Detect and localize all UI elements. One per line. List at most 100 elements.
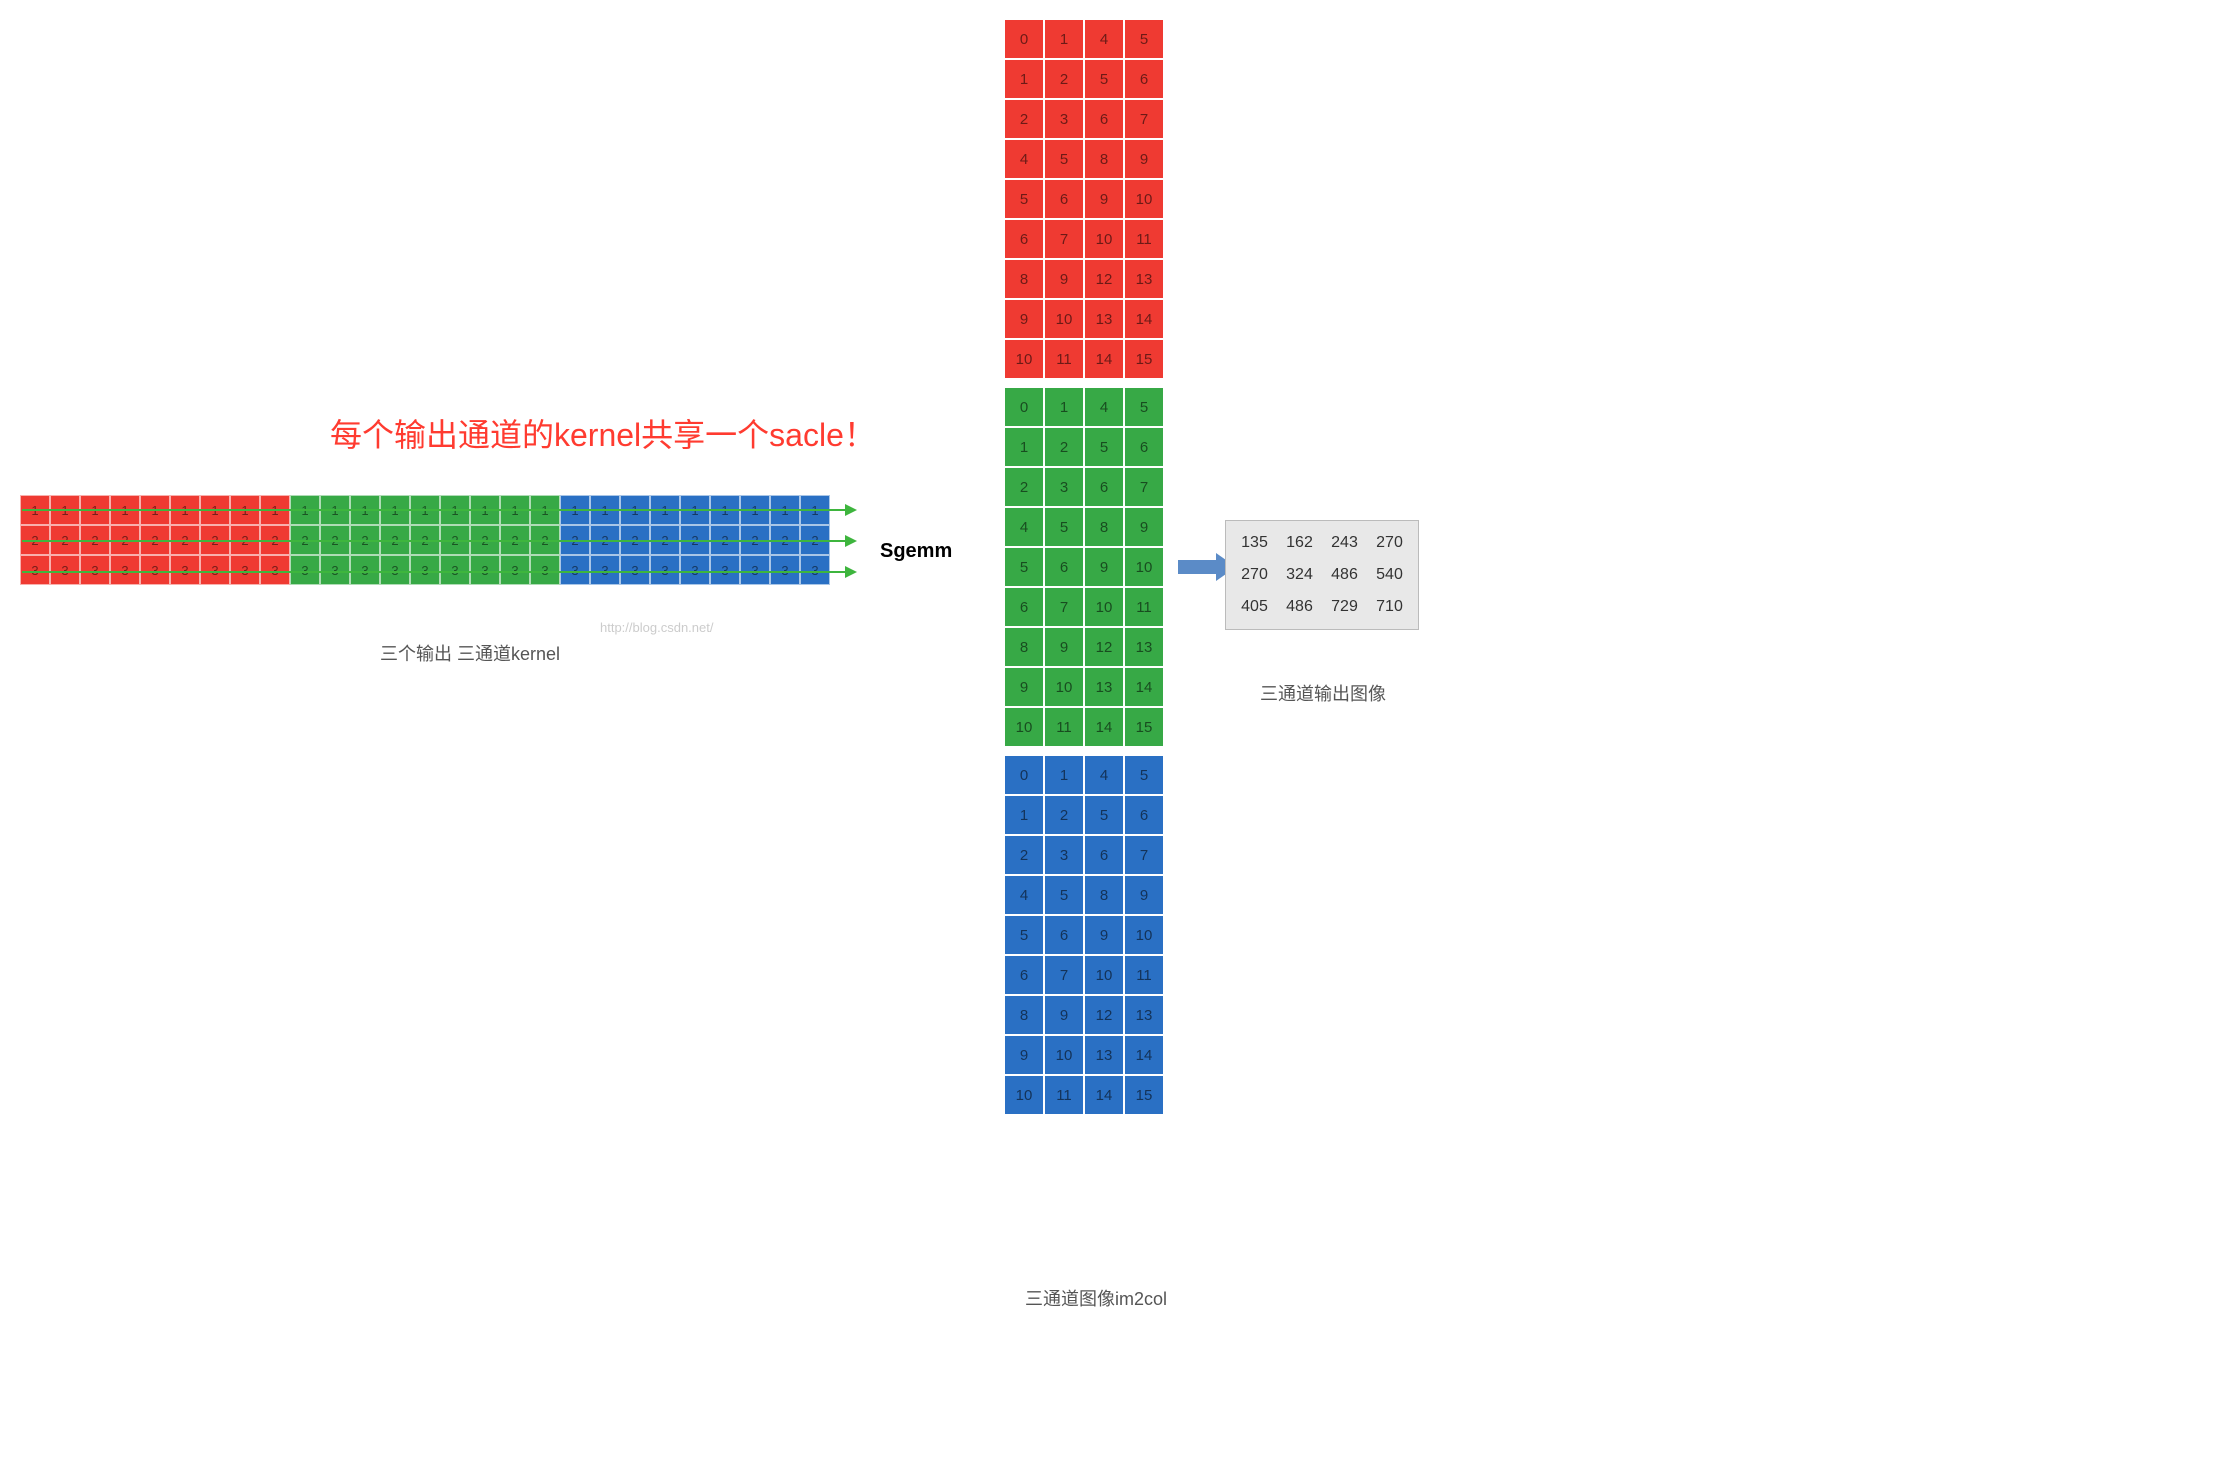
im2col-cell: 15 bbox=[1125, 340, 1163, 378]
im2col-cell: 6 bbox=[1085, 468, 1123, 506]
kernel-cell: 3 bbox=[320, 555, 350, 585]
output-table: 135162243270270324486540405486729710 bbox=[1225, 520, 1419, 630]
im2col-cell: 13 bbox=[1085, 1036, 1123, 1074]
kernel-cell: 3 bbox=[410, 555, 440, 585]
im2col-cell: 14 bbox=[1085, 708, 1123, 746]
im2col-cell: 11 bbox=[1125, 588, 1163, 626]
im2col-cell: 14 bbox=[1125, 668, 1163, 706]
im2col-cell: 12 bbox=[1085, 996, 1123, 1034]
im2col-cell: 5 bbox=[1045, 508, 1083, 546]
output-cell: 710 bbox=[1367, 591, 1412, 623]
im2col-cell: 4 bbox=[1005, 140, 1043, 178]
im2col-cell: 6 bbox=[1045, 180, 1083, 218]
im2col-caption: 三通道图像im2col bbox=[1025, 1285, 1167, 1311]
im2col-matrix: 0145125623674589569106710118912139101314… bbox=[1005, 20, 1163, 1124]
im2col-cell: 5 bbox=[1085, 796, 1123, 834]
kernel-cell: 3 bbox=[470, 555, 500, 585]
kernel-caption: 三个输出 三通道kernel bbox=[380, 640, 560, 666]
im2col-cell: 12 bbox=[1085, 260, 1123, 298]
im2col-cell: 9 bbox=[1085, 180, 1123, 218]
im2col-cell: 7 bbox=[1125, 100, 1163, 138]
green-arrow bbox=[22, 509, 847, 511]
im2col-cell: 1 bbox=[1045, 388, 1083, 426]
im2col-cell: 6 bbox=[1085, 836, 1123, 874]
im2col-cell: 9 bbox=[1085, 916, 1123, 954]
kernel-cell: 3 bbox=[380, 555, 410, 585]
im2col-cell: 5 bbox=[1005, 180, 1043, 218]
im2col-cell: 13 bbox=[1125, 260, 1163, 298]
kernel-cell: 3 bbox=[20, 555, 50, 585]
im2col-cell: 2 bbox=[1005, 836, 1043, 874]
im2col-cell: 5 bbox=[1045, 140, 1083, 178]
im2col-cell: 5 bbox=[1085, 428, 1123, 466]
im2col-cell: 10 bbox=[1045, 300, 1083, 338]
kernel-cell: 3 bbox=[680, 555, 710, 585]
im2col-cell: 15 bbox=[1125, 1076, 1163, 1114]
diagram-title: 每个输出通道的kernel共享一个sacle！ bbox=[330, 410, 876, 456]
im2col-cell: 6 bbox=[1005, 588, 1043, 626]
sgemm-label: Sgemm bbox=[880, 540, 952, 563]
output-caption: 三通道输出图像 bbox=[1260, 680, 1386, 706]
green-arrow bbox=[22, 540, 847, 542]
im2col-cell: 15 bbox=[1125, 708, 1163, 746]
im2col-cell: 4 bbox=[1005, 876, 1043, 914]
im2col-cell: 7 bbox=[1125, 468, 1163, 506]
im2col-cell: 6 bbox=[1005, 956, 1043, 994]
im2col-cell: 7 bbox=[1045, 956, 1083, 994]
kernel-cell: 3 bbox=[560, 555, 590, 585]
im2col-cell: 8 bbox=[1005, 628, 1043, 666]
im2col-cell: 11 bbox=[1045, 340, 1083, 378]
im2col-cell: 8 bbox=[1005, 996, 1043, 1034]
im2col-cell: 13 bbox=[1085, 668, 1123, 706]
im2col-cell: 8 bbox=[1085, 508, 1123, 546]
im2col-cell: 1 bbox=[1045, 756, 1083, 794]
watermark-text: http://blog.csdn.net/ bbox=[600, 620, 713, 635]
kernel-cell: 3 bbox=[50, 555, 80, 585]
im2col-cell: 2 bbox=[1005, 468, 1043, 506]
im2col-cell: 1 bbox=[1005, 428, 1043, 466]
im2col-cell: 6 bbox=[1005, 220, 1043, 258]
im2col-cell: 6 bbox=[1125, 428, 1163, 466]
im2col-cell: 5 bbox=[1005, 916, 1043, 954]
im2col-cell: 3 bbox=[1045, 836, 1083, 874]
im2col-cell: 8 bbox=[1085, 140, 1123, 178]
im2col-cell: 10 bbox=[1005, 1076, 1043, 1114]
output-cell: 486 bbox=[1322, 559, 1367, 591]
im2col-cell: 4 bbox=[1005, 508, 1043, 546]
kernel-cell: 3 bbox=[440, 555, 470, 585]
im2col-cell: 10 bbox=[1125, 548, 1163, 586]
im2col-cell: 9 bbox=[1045, 996, 1083, 1034]
im2col-cell: 10 bbox=[1005, 708, 1043, 746]
im2col-cell: 3 bbox=[1045, 468, 1083, 506]
kernel-cell: 3 bbox=[290, 555, 320, 585]
im2col-cell: 9 bbox=[1125, 508, 1163, 546]
kernel-cell: 3 bbox=[590, 555, 620, 585]
im2col-cell: 7 bbox=[1045, 220, 1083, 258]
im2col-cell: 9 bbox=[1045, 628, 1083, 666]
im2col-cell: 6 bbox=[1045, 548, 1083, 586]
im2col-cell: 7 bbox=[1045, 588, 1083, 626]
green-arrow bbox=[22, 571, 847, 573]
im2col-cell: 9 bbox=[1005, 1036, 1043, 1074]
im2col-cell: 2 bbox=[1005, 100, 1043, 138]
im2col-cell: 9 bbox=[1085, 548, 1123, 586]
im2col-cell: 14 bbox=[1125, 300, 1163, 338]
im2col-cell: 10 bbox=[1085, 588, 1123, 626]
im2col-cell: 1 bbox=[1005, 60, 1043, 98]
output-cell: 270 bbox=[1232, 559, 1277, 591]
im2col-cell: 4 bbox=[1085, 388, 1123, 426]
im2col-cell: 8 bbox=[1005, 260, 1043, 298]
kernel-cell: 3 bbox=[140, 555, 170, 585]
output-cell: 270 bbox=[1367, 527, 1412, 559]
im2col-cell: 7 bbox=[1125, 836, 1163, 874]
kernel-cell: 3 bbox=[170, 555, 200, 585]
im2col-cell: 5 bbox=[1085, 60, 1123, 98]
im2col-cell: 1 bbox=[1045, 20, 1083, 58]
im2col-cell: 6 bbox=[1085, 100, 1123, 138]
im2col-cell: 10 bbox=[1045, 668, 1083, 706]
output-cell: 243 bbox=[1322, 527, 1367, 559]
im2col-cell: 10 bbox=[1125, 180, 1163, 218]
kernel-cell: 3 bbox=[710, 555, 740, 585]
im2col-cell: 11 bbox=[1045, 1076, 1083, 1114]
kernel-cell: 3 bbox=[530, 555, 560, 585]
